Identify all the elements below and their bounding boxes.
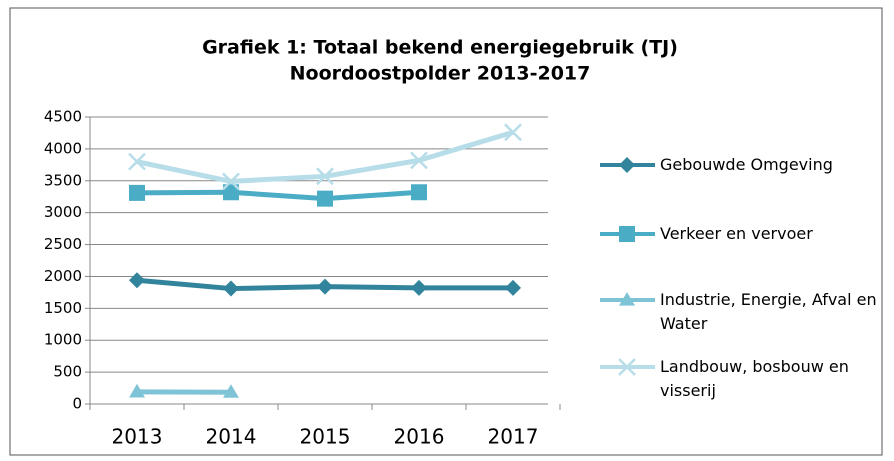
marker <box>128 152 146 171</box>
x-tick-label: 2013 <box>112 425 163 449</box>
marker <box>223 384 239 398</box>
marker <box>317 278 333 295</box>
x-tick-label: 2017 <box>488 425 539 449</box>
y-tick-label: 3000 <box>44 203 82 221</box>
marker <box>619 157 635 173</box>
x-tick-label: 2016 <box>394 425 445 449</box>
x-tick-label: 2015 <box>300 425 351 449</box>
chart-frame <box>9 7 883 456</box>
legend-label: Verkeer en vervoer <box>660 224 813 243</box>
y-tick-label: 500 <box>53 363 82 381</box>
legend-label: Landbouw, bosbouw en visserij <box>660 357 849 400</box>
marker <box>317 190 333 207</box>
marker <box>129 184 145 201</box>
marker <box>411 184 427 201</box>
y-tick-label: 2000 <box>44 267 82 285</box>
y-tick-label: 4500 <box>44 108 82 126</box>
marker <box>222 172 240 191</box>
x-tick-label: 2014 <box>206 425 257 449</box>
marker <box>410 151 428 170</box>
legend-label: Industrie, Energie, Afval en Water <box>660 290 877 333</box>
chart-title: Grafiek 1: Totaal bekend energiegebruik … <box>202 37 678 59</box>
y-tick-label: 0 <box>72 395 82 413</box>
y-tick-label: 2500 <box>44 235 82 253</box>
legend-label: Gebouwde Omgeving <box>660 155 833 174</box>
marker <box>316 167 334 186</box>
y-tick-label: 4000 <box>44 139 82 157</box>
chart-title: Noordoostpolder 2013-2017 <box>290 63 591 85</box>
marker <box>223 280 239 297</box>
marker <box>618 358 636 376</box>
y-tick-label: 1500 <box>44 299 82 317</box>
marker <box>129 272 145 289</box>
series-line <box>136 189 420 202</box>
marker <box>129 383 145 398</box>
marker <box>619 226 635 242</box>
marker <box>504 123 522 142</box>
y-tick-label: 3500 <box>44 171 82 189</box>
marker <box>223 184 239 201</box>
marker <box>619 292 635 306</box>
y-tick-label: 1000 <box>44 331 82 349</box>
marker <box>411 279 427 296</box>
marker <box>505 279 521 296</box>
